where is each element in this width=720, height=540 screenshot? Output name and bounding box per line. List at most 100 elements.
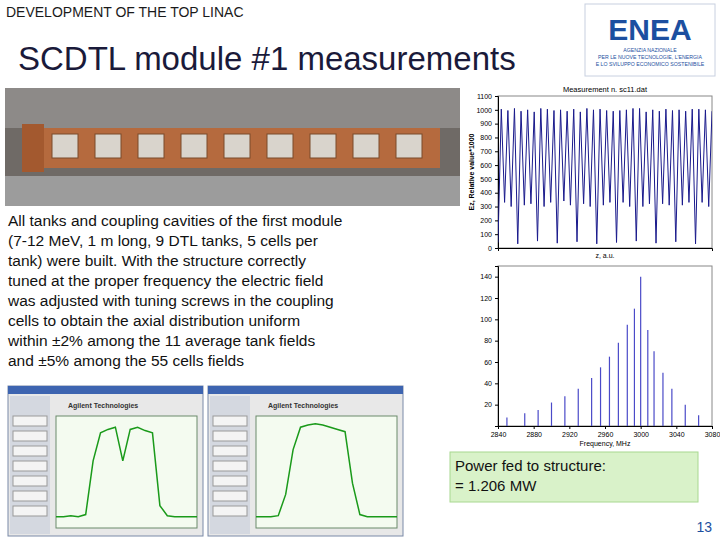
x-tick-mark [605, 426, 606, 429]
y-tick-label: 140 [480, 273, 492, 280]
photo-wall [5, 88, 460, 128]
y-tick-label: 0 [488, 245, 492, 252]
trace [256, 424, 397, 517]
photo-tank [181, 134, 207, 158]
button [213, 446, 247, 456]
y-tick-mark [495, 207, 498, 208]
y-tick-mark [495, 319, 498, 320]
y-tick-label: 1000 [476, 107, 492, 114]
x-tick-label: 2920 [562, 431, 578, 438]
trace-group [256, 424, 397, 517]
x-tick-mark [498, 426, 499, 429]
x-axis-line [499, 249, 713, 252]
y-tick-mark [495, 137, 498, 138]
y-tick: 900 [480, 120, 498, 127]
y-tick: 120 [480, 295, 498, 302]
y-tick: 1100 [477, 93, 498, 100]
chart: 2040608010012014028402880292029603000304… [480, 266, 720, 448]
button [13, 431, 47, 441]
paragraph-line: All tanks and coupling cavities of the f… [8, 212, 342, 229]
x-tick-mark [676, 426, 677, 429]
paragraph-line: (7-12 MeV, 1 m long, 9 DTL tanks, 5 cell… [8, 232, 318, 249]
y-tick-mark [495, 248, 498, 249]
y-tick-label: 100 [480, 231, 492, 238]
x-tick-label: 3000 [633, 431, 649, 438]
x-tick-mark [712, 426, 713, 429]
marks [498, 108, 712, 243]
marks [507, 277, 699, 426]
photo-tank [224, 134, 250, 158]
power-box-line: = 1.206 MW [455, 477, 537, 494]
photo-end [22, 124, 44, 172]
y-tick: 700 [480, 148, 498, 155]
y-tick-mark [495, 298, 498, 299]
photo-tank [310, 134, 336, 158]
y-tick-mark [495, 234, 498, 235]
plot-frame [498, 266, 712, 426]
button [13, 476, 47, 486]
photo-linac [40, 128, 440, 168]
y-tick-mark [495, 124, 498, 125]
plot-bg [256, 416, 397, 528]
trace-group [56, 427, 197, 517]
title: SCDTL module #1 measurements [18, 40, 516, 77]
paragraph-line: was adjusted with tuning screws in the c… [7, 292, 334, 309]
photo-tank [396, 134, 422, 158]
y-tick: 100 [480, 316, 498, 323]
button [213, 416, 247, 426]
photo [5, 88, 460, 206]
y-tick: 20 [484, 401, 498, 408]
side-panel [10, 396, 50, 534]
slide: DEVELOPMENT OF THE TOP LINAC SCDTL module… [0, 0, 720, 540]
power-box-line: Power fed to structure: [455, 457, 606, 474]
photo-tank [138, 134, 164, 158]
logo-bg [585, 4, 715, 76]
y-tick-mark [495, 165, 498, 166]
stem [564, 396, 565, 426]
button [213, 506, 247, 516]
x-axis [499, 249, 713, 252]
x-axis-title: z, a.u. [595, 252, 614, 259]
photo-table [5, 176, 460, 206]
side-panel [210, 396, 250, 534]
paragraph-bg [3, 208, 465, 378]
y-tick-label: 80 [484, 337, 492, 344]
logo-line: AGENZIA NAZIONALE [623, 47, 677, 53]
stem [647, 330, 648, 426]
y-tick: 140 [480, 273, 498, 280]
x-tick-mark [641, 426, 642, 429]
x-tick: 2960 [598, 426, 614, 438]
y-tick: 800 [480, 134, 498, 141]
y-tick-label: 60 [484, 359, 492, 366]
logo-line: PER LE NUOVE TECNOLOGIE, L'ENERGIA [598, 54, 702, 60]
y-tick-label: 100 [480, 316, 492, 323]
y-tick: 200 [480, 217, 498, 224]
x-tick-label: 2840 [491, 431, 507, 438]
slide-canvas: DEVELOPMENT OF THE TOP LINAC SCDTL module… [0, 0, 720, 540]
kicker: DEVELOPMENT OF THE TOP LINAC [6, 4, 244, 20]
window [8, 386, 203, 536]
page-number: 13 [696, 519, 712, 535]
y-tick: 100 [480, 231, 498, 238]
paragraph-line: cells to obtain the axial distribution u… [8, 312, 300, 329]
x-tick-label: 2880 [526, 431, 542, 438]
button [13, 491, 47, 501]
y-tick: 80 [484, 337, 498, 344]
y-tick: 0 [488, 245, 498, 252]
x-tick: 3080 [705, 426, 720, 438]
button [13, 506, 47, 516]
screenshot: Agilent Technologies [208, 386, 403, 536]
stem [538, 410, 539, 426]
x-tick: 2920 [562, 426, 578, 438]
y-tick: 400 [480, 189, 498, 196]
stem [600, 367, 601, 426]
trace [56, 427, 197, 517]
y-tick-mark [495, 151, 498, 152]
logo: ENEAAGENZIA NAZIONALEPER LE NUOVE TECNOL… [585, 4, 715, 76]
window [208, 386, 403, 536]
stem [524, 413, 525, 426]
y-tick-label: 700 [480, 148, 492, 155]
y-tick-mark [495, 179, 498, 180]
y-tick-label: 600 [480, 162, 492, 169]
y-tick: 600 [480, 162, 498, 169]
